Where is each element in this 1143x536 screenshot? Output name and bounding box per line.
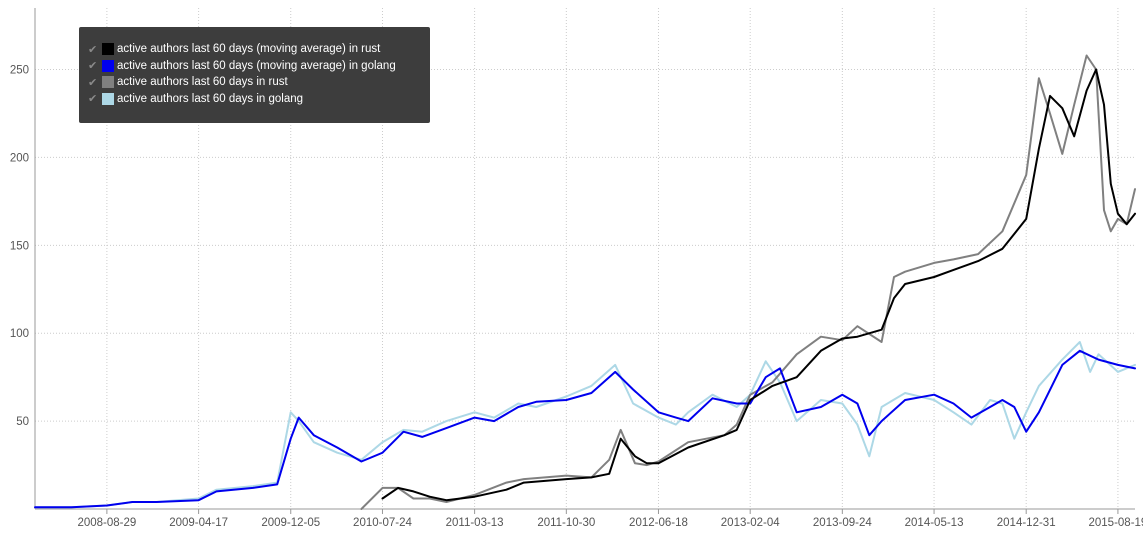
- x-tick-label: 2013-02-04: [721, 517, 780, 529]
- legend-swatch: [102, 76, 114, 89]
- series-line-3: [34, 341, 1136, 509]
- y-tick-label: 150: [10, 240, 29, 252]
- series-line-1: [34, 349, 1136, 509]
- series-line-0: [381, 68, 1136, 502]
- x-tick-label: 2014-12-31: [997, 517, 1056, 529]
- legend-label: active authors last 60 days in rust: [117, 76, 288, 89]
- check-icon: ✔: [88, 43, 98, 56]
- y-tick-label: 250: [10, 65, 29, 77]
- legend-entry-golang-moving-average[interactable]: ✔ active authors last 60 days (moving av…: [79, 58, 430, 75]
- legend-swatch: [102, 43, 114, 56]
- x-tick-label: 2011-10-30: [537, 517, 595, 529]
- legend-entry-rust[interactable]: ✔ active authors last 60 days in rust: [79, 74, 430, 91]
- x-tick-label: 2014-05-13: [905, 517, 964, 529]
- legend-swatch: [102, 92, 114, 105]
- legend-swatch: [102, 59, 114, 72]
- check-icon: ✔: [88, 60, 98, 73]
- check-icon: ✔: [88, 76, 98, 89]
- legend-label: active authors last 60 days in golang: [117, 92, 304, 105]
- y-tick-labels: 50 100 150 200 250: [10, 65, 29, 429]
- x-tick-label: 2011-03-13: [446, 517, 504, 529]
- y-tick-label: 100: [10, 328, 29, 340]
- legend-entry-golang[interactable]: ✔ active authors last 60 days in golang: [79, 91, 430, 108]
- series-line-2: [360, 54, 1136, 510]
- legend: ✔ active authors last 60 days (moving av…: [79, 27, 430, 123]
- x-tick-label: 2015-08-19: [1089, 517, 1143, 529]
- y-tick-label: 200: [10, 152, 29, 164]
- grid-lines: [35, 8, 1135, 509]
- check-icon: ✔: [88, 93, 98, 106]
- x-tick-labels: 2008-08-29 2009-04-17 2009-12-05 2010-07-24…: [77, 517, 1143, 529]
- series-layer: [34, 54, 1136, 510]
- x-tick-label: 2013-09-24: [813, 517, 872, 529]
- axes: [34, 8, 1135, 514]
- x-tick-label: 2010-07-24: [353, 517, 412, 529]
- x-tick-label: 2009-12-05: [261, 517, 320, 529]
- x-tick-label: 2008-08-29: [77, 517, 136, 529]
- legend-entry-rust-moving-average[interactable]: ✔ active authors last 60 days (moving av…: [79, 41, 430, 58]
- x-tick-label: 2009-04-17: [169, 517, 228, 529]
- x-tick-label: 2012-06-18: [629, 517, 688, 529]
- legend-label: active authors last 60 days (moving aver…: [117, 43, 381, 56]
- y-tick-label: 50: [16, 416, 29, 428]
- legend-label: active authors last 60 days (moving aver…: [117, 59, 396, 72]
